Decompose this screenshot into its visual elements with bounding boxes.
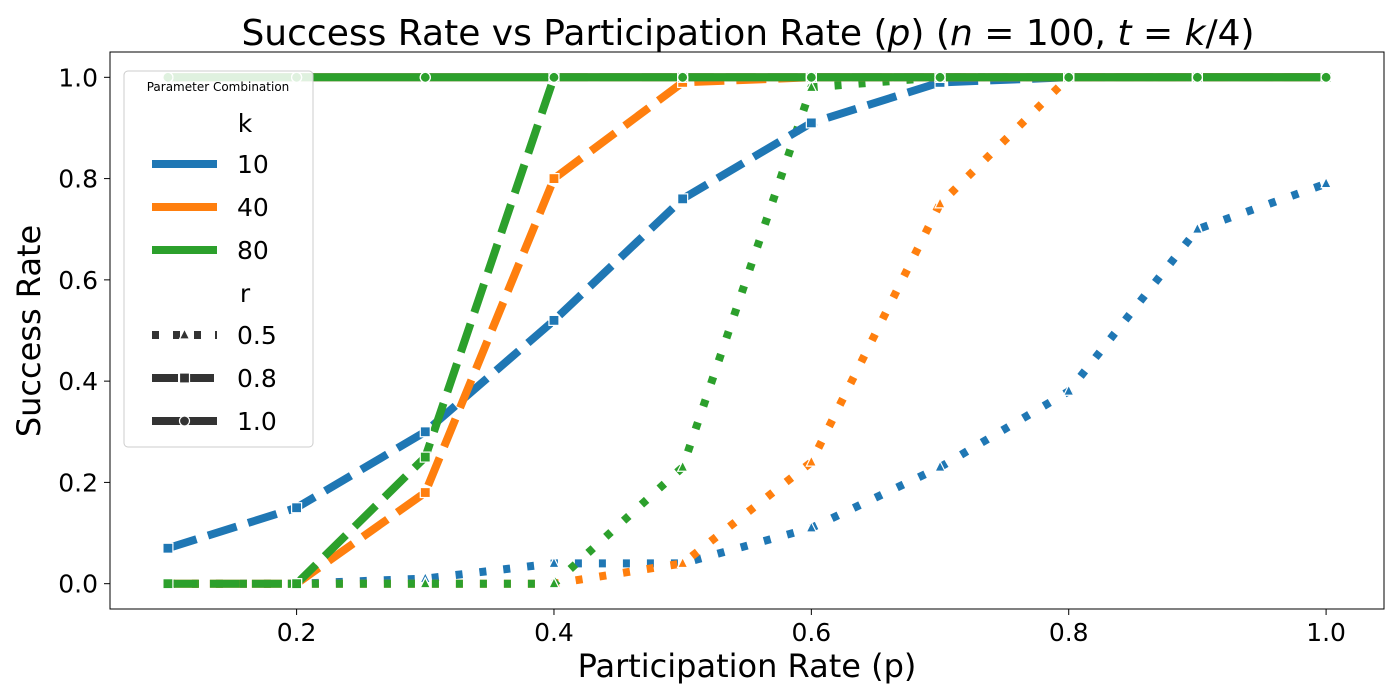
data-point-k80-r0.8 [162, 578, 174, 590]
data-point-k40-r0.5 [805, 454, 818, 467]
y-tick-label: 0.8 [58, 165, 98, 194]
data-point-k80-r1.0 [1191, 71, 1204, 83]
legend: Parameter Combination k r 10 40 80 0.5 0.8 1.… [123, 70, 314, 448]
data-point-k10-r0.8 [290, 502, 303, 514]
x-axis-label: Participation Rate (p) [578, 647, 917, 685]
legend-frame [123, 70, 314, 448]
data-point-k10-r0.8 [548, 314, 560, 326]
data-point-k80-r1.0 [419, 71, 431, 83]
plot-area [109, 51, 1385, 610]
x-tick-label: 0.8 [1049, 618, 1089, 647]
data-point-k80-r0.5 [805, 80, 818, 93]
legend-marker-r0.8 [178, 372, 191, 384]
data-point-k80-r1.0 [1063, 71, 1075, 83]
y-axis: 0.0 0.2 0.4 0.6 0.8 1.0 [58, 63, 110, 599]
legend-style-title: r [240, 279, 251, 308]
data-point-k80-r0.5 [547, 576, 560, 589]
x-tick-label: 0.6 [791, 618, 831, 647]
legend-label-r0.8: 0.8 [237, 364, 277, 393]
data-point-k40-r0.8 [548, 172, 560, 185]
data-point-k80-r0.8 [290, 578, 303, 590]
legend-entries: 10 40 80 0.5 0.8 1.0 [152, 150, 277, 436]
series-line-k80-r0.5 [167, 73, 1327, 588]
y-tick-label: 1.0 [58, 63, 98, 92]
data-point-k10-r0.8 [677, 193, 689, 205]
legend-title: Parameter Combination [147, 80, 290, 94]
data-point-k10-r0.5 [1191, 221, 1204, 234]
series-layer [166, 73, 1328, 588]
data-point-k10-r0.8 [162, 542, 174, 554]
y-tick-label: 0.6 [58, 266, 98, 295]
data-point-k80-r1.0 [934, 71, 946, 83]
data-point-k80-r1.0 [677, 71, 689, 83]
y-axis-label: Success Rate [10, 225, 48, 437]
y-tick-label: 0.2 [58, 468, 98, 497]
legend-marker-r0.5 [178, 327, 191, 340]
legend-hue-title: k [238, 109, 253, 138]
legend-label-r1.0: 1.0 [237, 407, 277, 436]
y-tick-label: 0.0 [58, 570, 98, 599]
x-tick-label: 0.2 [277, 618, 317, 647]
legend-label-k80: 80 [237, 236, 269, 265]
data-point-k10-r0.8 [419, 426, 431, 438]
data-point-k10-r0.5 [1320, 176, 1333, 189]
data-point-k10-r0.5 [934, 459, 947, 472]
data-point-k10-r0.5 [805, 520, 818, 533]
data-point-k80-r1.0 [1320, 71, 1332, 83]
x-axis: 0.2 0.4 0.6 0.8 1.0 [277, 609, 1346, 647]
data-point-k10-r0.5 [547, 556, 560, 569]
data-point-k80-r0.5 [676, 459, 689, 472]
data-point-k80-r1.0 [548, 71, 560, 83]
legend-label-r0.5: 0.5 [237, 321, 277, 350]
data-point-k40-r0.8 [419, 486, 431, 499]
legend-label-k10: 10 [237, 150, 269, 179]
data-point-k40-r0.5 [676, 556, 689, 569]
data-point-k80-r0.8 [419, 451, 431, 463]
legend-marker-r1.0 [178, 415, 191, 427]
x-tick-label: 0.4 [534, 618, 574, 647]
data-point-k10-r0.5 [1062, 383, 1075, 396]
data-point-k40-r0.5 [934, 196, 947, 209]
chart-title: Success Rate vs Participation Rate (p) (… [241, 13, 1254, 54]
plot-frame [109, 51, 1385, 610]
data-point-k80-r0.5 [419, 576, 432, 589]
data-point-k80-r1.0 [805, 71, 817, 83]
legend-label-k40: 40 [237, 193, 269, 222]
data-point-k10-r0.8 [805, 117, 817, 129]
x-tick-label: 1.0 [1306, 618, 1346, 647]
y-tick-label: 0.4 [58, 367, 98, 396]
